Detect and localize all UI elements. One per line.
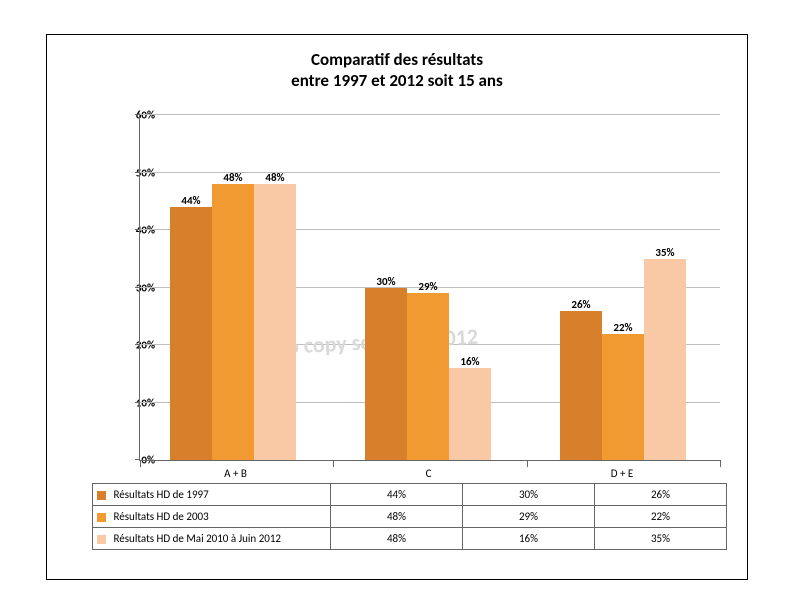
x-category-de: D + E — [525, 467, 719, 480]
bar-label: 30% — [365, 275, 407, 288]
xtick-mark — [333, 460, 334, 467]
legend-item-1997: Résultats HD de 1997 — [93, 484, 331, 506]
bar-label: 29% — [407, 280, 449, 293]
series-name: Résultats HD de 2003 — [114, 510, 209, 523]
table-cell: 30% — [463, 484, 595, 506]
page: Comparatif des résultats entre 1997 et 2… — [0, 0, 792, 612]
legend-item-2012: Résultats HD de Mai 2010 à Juin 2012 — [93, 528, 331, 550]
data-table: Résultats HD de 1997 44% 30% 26% Résulta… — [92, 483, 727, 550]
chart-title-line2: entre 1997 et 2012 soit 15 ans — [291, 70, 503, 91]
legend-swatch-icon — [97, 513, 106, 522]
legend-swatch-icon — [97, 535, 106, 544]
bar-group-de: 26% 22% 35% — [560, 115, 686, 460]
table-row: Résultats HD de 2003 48% 29% 22% — [93, 506, 727, 528]
table-cell: 48% — [331, 528, 463, 550]
bar-ab-1997: 44% — [170, 207, 212, 460]
series-name: Résultats HD de 1997 — [114, 488, 209, 501]
bar-c-2003: 29% — [407, 293, 449, 460]
bar-label: 48% — [212, 171, 254, 184]
bar-group-c: 30% 29% 16% — [365, 115, 491, 460]
ytick-mark — [135, 344, 140, 345]
xtick-mark — [720, 460, 721, 467]
x-category-ab: A + B — [139, 467, 332, 480]
bar-label: 22% — [602, 321, 644, 334]
ytick-mark — [135, 402, 140, 403]
ytick-mark — [135, 172, 140, 173]
bar-c-2012: 16% — [449, 368, 491, 460]
bar-ab-2012: 48% — [254, 184, 296, 460]
chart-frame: Comparatif des résultats entre 1997 et 2… — [46, 34, 748, 580]
bar-label: 44% — [170, 194, 212, 207]
bar-label: 16% — [449, 355, 491, 368]
bar-label: 26% — [560, 298, 602, 311]
table-cell: 48% — [331, 506, 463, 528]
ytick-mark — [135, 114, 140, 115]
bar-group-ab: 44% 48% 48% — [170, 115, 296, 460]
legend-item-2003: Résultats HD de 2003 — [93, 506, 331, 528]
x-category-c: C — [332, 467, 525, 480]
table-row: Résultats HD de 1997 44% 30% 26% — [93, 484, 727, 506]
bar-label: 35% — [644, 246, 686, 259]
table-cell: 44% — [331, 484, 463, 506]
table-cell: 35% — [595, 528, 727, 550]
table-cell: 22% — [595, 506, 727, 528]
chart-title: Comparatif des résultats entre 1997 et 2… — [47, 49, 747, 92]
xtick-mark — [140, 460, 141, 467]
bar-de-2012: 35% — [644, 259, 686, 460]
xtick-mark — [527, 460, 528, 467]
bar-label: 48% — [254, 171, 296, 184]
table-cell: 26% — [595, 484, 727, 506]
bar-de-2003: 22% — [602, 334, 644, 461]
table-row: Résultats HD de Mai 2010 à Juin 2012 48%… — [93, 528, 727, 550]
table-cell: 29% — [463, 506, 595, 528]
bar-c-1997: 30% — [365, 288, 407, 461]
plot-area: no copy sc-juillet 2012 44% 48% 48% 30% — [139, 115, 720, 461]
chart-title-line1: Comparatif des résultats — [311, 49, 483, 70]
bar-ab-2003: 48% — [212, 184, 254, 460]
bar-de-1997: 26% — [560, 311, 602, 461]
legend-swatch-icon — [97, 491, 106, 500]
series-name: Résultats HD de Mai 2010 à Juin 2012 — [114, 532, 282, 545]
ytick-mark — [135, 229, 140, 230]
table-cell: 16% — [463, 528, 595, 550]
ytick-mark — [135, 287, 140, 288]
